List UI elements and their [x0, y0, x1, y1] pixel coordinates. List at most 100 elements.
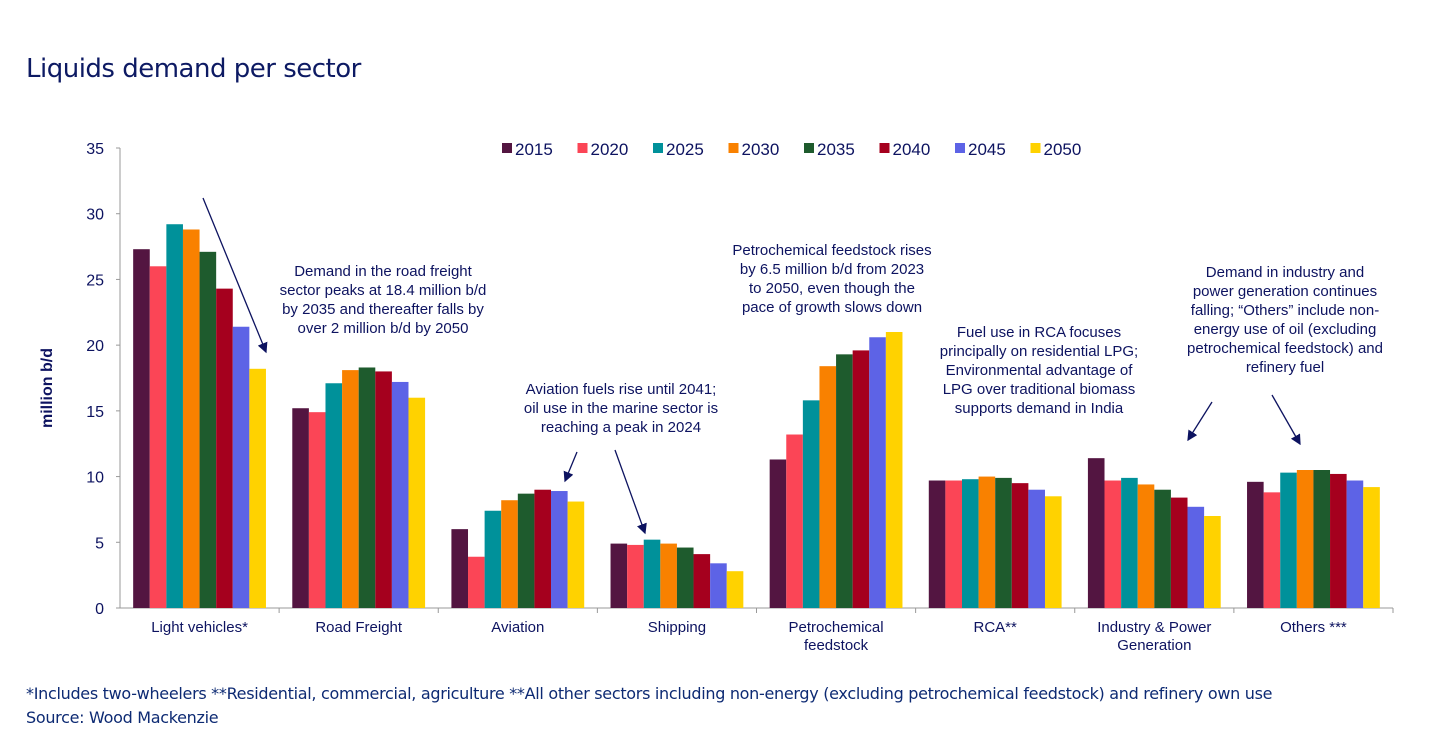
bar-2015 [451, 529, 469, 608]
bar-2030 [660, 543, 677, 608]
annotation-industry-others: Demand in industry and power generation … [1187, 264, 1383, 376]
annotation-road-freight: Demand in the road freight sector peaks … [279, 263, 487, 337]
bar-2025 [1121, 477, 1138, 608]
bar-2035 [836, 354, 853, 608]
bar-2045 [551, 491, 568, 608]
legend-swatch [955, 143, 965, 153]
legend-label: 2020 [591, 140, 629, 159]
bar-2040 [1330, 473, 1347, 608]
annotation-arrow [614, 449, 647, 535]
bar-2025 [961, 479, 979, 608]
bar-2015 [133, 249, 150, 608]
bar-2050 [1204, 516, 1221, 608]
bar-2035 [995, 477, 1012, 608]
legend-label: 2045 [968, 140, 1006, 159]
y-tick-label: 30 [86, 207, 104, 224]
legend-swatch [653, 143, 663, 153]
bar-2035 [1154, 489, 1171, 608]
bar-2015 [292, 408, 309, 608]
bar-2045 [710, 563, 727, 608]
bar-2050 [249, 368, 266, 608]
legend-swatch [879, 143, 890, 153]
bar-2025 [643, 539, 661, 608]
bar-2020 [1263, 492, 1281, 608]
y-tick-label: 20 [86, 338, 104, 355]
x-tick-label: Shipping [648, 619, 706, 636]
legend-swatch [1030, 143, 1041, 153]
x-tick-label: Generation [1117, 637, 1191, 654]
y-tick-label: 10 [86, 470, 104, 487]
bar-2030 [182, 229, 200, 608]
bar-2020 [468, 556, 485, 608]
bar-2050 [726, 571, 744, 608]
bar-2020 [945, 480, 962, 608]
bar-2040 [375, 371, 392, 608]
bar-2020 [308, 412, 326, 608]
bar-2035 [358, 367, 376, 608]
footnote: *Includes two-wheelers **Residential, co… [26, 684, 1273, 703]
bar-2040 [534, 489, 552, 608]
legend-swatch [804, 143, 814, 153]
legend-swatch [502, 143, 512, 153]
bar-2030 [1137, 484, 1155, 608]
legend-label: 2030 [742, 140, 780, 159]
chart-title: Liquids demand per sector [26, 54, 361, 84]
bar-2050 [408, 397, 426, 608]
legend-label: 2015 [515, 140, 553, 159]
x-tick-label: feedstock [804, 637, 869, 654]
bar-2045 [1028, 489, 1045, 608]
legend-label: 2050 [1044, 140, 1082, 159]
bar-2025 [166, 224, 183, 608]
annotation-petrochemical: Petrochemical feedstock rises by 6.5 mil… [732, 242, 932, 316]
x-tick-label: RCA** [974, 619, 1018, 636]
bar-2035 [517, 493, 535, 608]
bar-2050 [567, 501, 585, 608]
annotation-arrow [1187, 401, 1213, 442]
bar-2050 [1044, 496, 1062, 608]
annotation-rca: Fuel use in RCA focuses principally on r… [939, 324, 1139, 417]
legend-swatch [577, 143, 588, 153]
bar-2045 [1187, 506, 1205, 608]
bar-2025 [802, 400, 820, 608]
bar-2040 [852, 350, 870, 608]
bar-2030 [1296, 470, 1314, 608]
bar-2035 [1313, 470, 1331, 608]
bar-2045 [391, 381, 409, 608]
x-tick-label: Road Freight [315, 619, 403, 636]
bar-2020 [149, 266, 167, 608]
bar-2015 [1087, 458, 1105, 608]
bar-2030 [819, 366, 837, 608]
bar-2040 [1170, 497, 1188, 608]
bar-2035 [199, 251, 217, 609]
bar-2030 [342, 370, 359, 608]
x-tick-label: Aviation [491, 619, 544, 636]
y-tick-label: 15 [86, 404, 104, 421]
y-axis-label: million b/d [39, 348, 56, 428]
bar-2045 [869, 337, 886, 608]
bar-2020 [627, 544, 644, 608]
bar-2015 [928, 480, 946, 608]
bar-2030 [501, 500, 518, 608]
y-tick-label: 5 [95, 535, 104, 552]
annotation-arrow [1271, 394, 1301, 446]
y-tick-label: 25 [86, 272, 104, 289]
y-tick-label: 35 [86, 141, 104, 158]
bar-2045 [1346, 480, 1364, 608]
bar-2015 [610, 543, 628, 608]
legend-label: 2025 [666, 140, 704, 159]
annotation-arrow [563, 451, 578, 483]
bar-2035 [676, 547, 694, 608]
source: Source: Wood Mackenzie [26, 708, 219, 727]
y-tick-label: 0 [95, 601, 104, 618]
legend-swatch [728, 143, 739, 153]
x-tick-label: Petrochemical [789, 619, 884, 636]
bar-2015 [1247, 481, 1264, 608]
x-tick-label: Light vehicles* [151, 619, 248, 636]
legend-label: 2040 [893, 140, 931, 159]
bar-2045 [232, 326, 250, 608]
bar-2025 [325, 383, 343, 608]
bar-2040 [216, 288, 233, 608]
x-tick-label: Others *** [1280, 619, 1347, 636]
bar-2040 [693, 554, 711, 608]
